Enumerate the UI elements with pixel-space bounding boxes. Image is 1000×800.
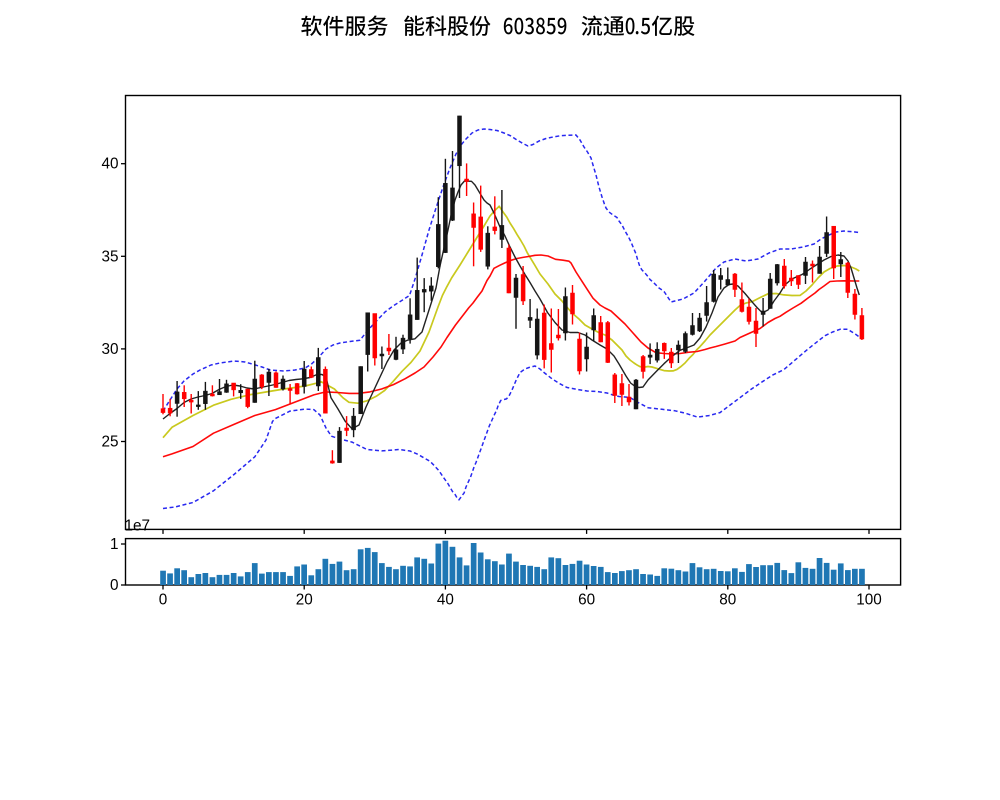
svg-text:40: 40 xyxy=(437,592,454,609)
svg-text:40: 40 xyxy=(101,156,118,173)
svg-text:1: 1 xyxy=(110,536,119,553)
svg-text:100: 100 xyxy=(856,592,882,609)
svg-text:20: 20 xyxy=(296,592,313,609)
svg-text:30: 30 xyxy=(101,341,118,358)
svg-text:0: 0 xyxy=(110,577,119,594)
svg-text:80: 80 xyxy=(719,592,736,609)
svg-text:35: 35 xyxy=(101,248,118,265)
svg-text:25: 25 xyxy=(101,434,118,451)
svg-text:60: 60 xyxy=(578,592,595,609)
svg-text:1e7: 1e7 xyxy=(125,518,151,535)
svg-text:0: 0 xyxy=(159,592,168,609)
